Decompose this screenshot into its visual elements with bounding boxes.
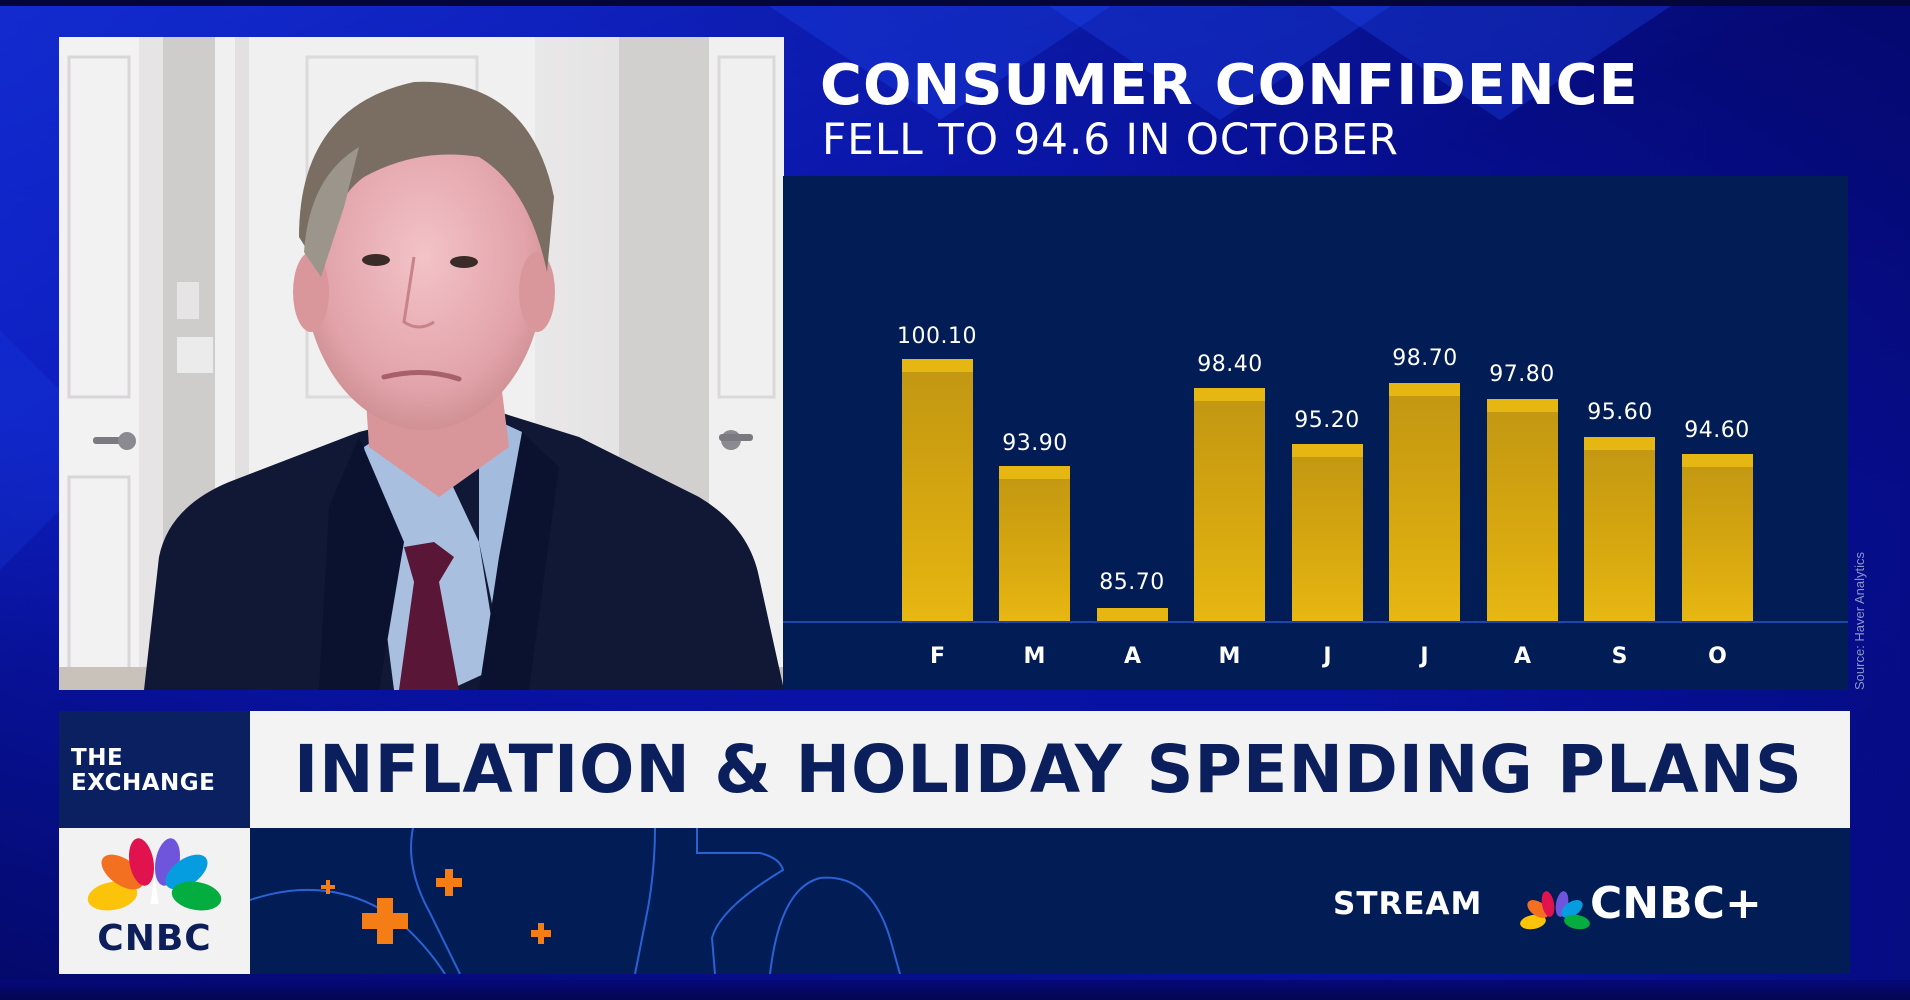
bar-label: 95.60 xyxy=(1587,400,1653,425)
source-attribution: Source: Haver Analytics xyxy=(1852,551,1867,690)
month-label: O xyxy=(1708,644,1727,669)
month-label: S xyxy=(1611,644,1628,669)
month-label: F xyxy=(929,644,946,669)
plus-icon xyxy=(377,898,393,944)
bar-label: 94.60 xyxy=(1684,418,1750,443)
bar-label: 93.90 xyxy=(1002,431,1068,456)
month-label: A xyxy=(1123,644,1142,669)
headline: INFLATION & HOLIDAY SPENDING PLANS xyxy=(294,731,1803,808)
bar-label: 98.70 xyxy=(1392,346,1458,371)
peacock-icon xyxy=(1520,891,1590,930)
bar-aug xyxy=(1487,399,1558,621)
top-edge xyxy=(0,0,1910,6)
bar-label: 85.70 xyxy=(1099,570,1165,595)
bar-label: 95.20 xyxy=(1294,408,1360,433)
bar-label: 98.40 xyxy=(1197,352,1263,377)
plus-icon xyxy=(445,869,453,896)
bar-may xyxy=(1194,388,1265,621)
headline-band: INFLATION & HOLIDAY SPENDING PLANS xyxy=(250,711,1850,828)
bar-jun xyxy=(1292,444,1363,621)
month-label: J xyxy=(1323,644,1332,669)
promo-band: STREAM CNBC+ xyxy=(250,828,1850,974)
chart-subtitle: FELL TO 94.6 IN OCTOBER xyxy=(822,115,1399,165)
month-label: M xyxy=(1218,644,1241,669)
chart-baseline xyxy=(783,621,1848,623)
promo-stream-label: STREAM xyxy=(1333,886,1483,922)
chart-title: CONSUMER CONFIDENCE xyxy=(820,53,1639,118)
month-label: M xyxy=(1023,644,1046,669)
bar-label: 97.80 xyxy=(1489,362,1555,387)
month-label: J xyxy=(1420,644,1429,669)
plus-icon xyxy=(326,880,330,894)
chart-panel: 100.10 F 93.90 M 85.70 A 98.40 M 95.20 J… xyxy=(783,176,1848,690)
bar-jul xyxy=(1389,383,1460,621)
guest-portrait xyxy=(59,37,784,690)
plus-icon xyxy=(538,923,544,944)
network-logo-text: CNBC xyxy=(97,918,212,959)
bar-apr xyxy=(1097,608,1168,621)
bar-label: 100.10 xyxy=(897,324,977,349)
bar-feb xyxy=(902,359,973,621)
month-label: A xyxy=(1513,644,1532,669)
show-name-line2: EXCHANGE xyxy=(71,770,216,796)
bar-mar xyxy=(999,466,1070,621)
peacock-icon xyxy=(87,838,222,911)
guest-video-feed xyxy=(59,37,784,690)
bar-oct xyxy=(1682,454,1753,621)
show-name-line1: THE xyxy=(71,745,124,771)
show-name-box: THE EXCHANGE xyxy=(59,711,250,828)
network-logo: CNBC xyxy=(59,828,250,974)
bottom-edge xyxy=(0,980,1910,1000)
promo-brand-label: CNBC+ xyxy=(1590,878,1762,929)
bar-sep xyxy=(1584,437,1655,621)
